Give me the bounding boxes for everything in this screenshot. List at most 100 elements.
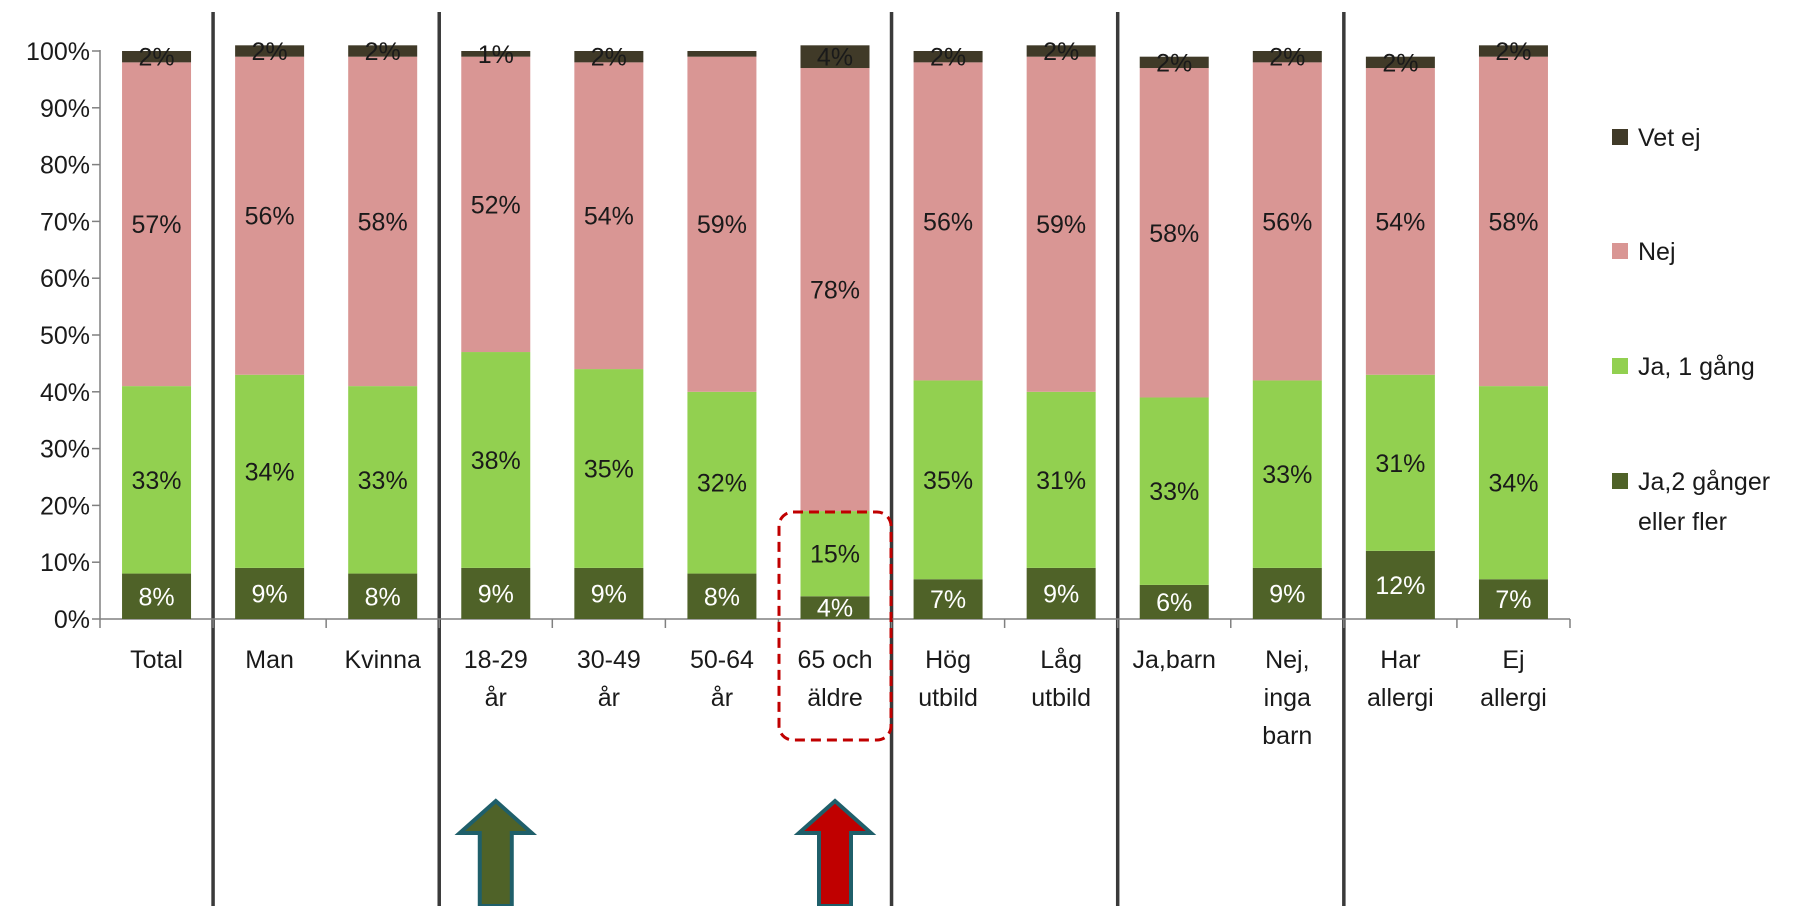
y-tick-label: 10% [40,549,90,577]
bar-ja-1-gång-18-29-år [461,352,531,568]
category-label: allergi [1367,684,1434,712]
data-label: 1% [478,41,514,69]
data-label: 2% [1269,44,1305,72]
bar-ja-2-gånger-eller-fler-hög-utbild [913,579,983,619]
bar-ja-2-gånger-eller-fler-ja-barn [1139,584,1209,619]
category-label: år [598,684,620,712]
bar-ja-2-gånger-eller-fler-30-49-år [574,567,644,619]
legend-swatch [1612,358,1628,374]
bar-vet-ej-ej-allergi [1478,45,1548,57]
category-label: Total [130,646,183,674]
data-label: 9% [252,580,288,608]
bar-ja-1-gång-låg-utbild [1026,391,1096,568]
bar-nej-65-och-äldre [800,68,870,512]
data-label: 8% [138,583,174,611]
data-label: 33% [132,467,182,495]
category-label: inga [1264,684,1311,712]
data-label: 35% [584,455,634,483]
bar-ja-1-gång-50-64-år [687,391,757,574]
bar-vet-ej-låg-utbild [1026,45,1096,57]
group-separators [211,12,1346,906]
bar-nej-man [235,56,305,375]
bar-nej-ja-barn [1139,68,1209,398]
bar-ja-2-gånger-eller-fler-låg-utbild [1026,567,1096,619]
data-label: 31% [1375,450,1425,478]
data-label: 33% [1149,478,1199,506]
data-label: 58% [1149,220,1199,248]
category-label: Man [245,646,294,674]
data-label: 2% [1043,38,1079,66]
category-label: utbild [918,684,978,712]
bar-ja-2-gånger-eller-fler-50-64-år [687,573,757,619]
data-label: 59% [697,211,747,239]
data-label: 58% [1488,208,1538,236]
data-label: 56% [245,203,295,231]
bar-vet-ej-hög-utbild [913,51,983,63]
bar-ja-2-gånger-eller-fler-65-och-äldre [800,596,870,619]
y-tick-label: 100% [26,38,90,66]
data-label: 34% [245,458,295,486]
data-label: 2% [138,44,174,72]
y-tick-label: 60% [40,265,90,293]
legend-swatch [1612,129,1628,145]
category-label: barn [1262,722,1312,750]
bar-vet-ej-65-och-äldre [800,45,870,69]
bar-ja-2-gånger-eller-fler-total [122,573,192,619]
bar-vet-ej-man [235,45,305,57]
data-label: 9% [1269,580,1305,608]
data-label: 57% [132,211,182,239]
category-label: år [711,684,733,712]
data-label: 58% [358,208,408,236]
y-tick-label: 20% [40,492,90,520]
bar-nej-30-49-år [574,62,644,370]
bar-ja-1-gång-man [235,374,305,568]
bar-vet-ej-18-29-år [461,51,531,57]
bar-ja-1-gång-total [122,386,192,574]
bar-nej-kvinna [348,56,418,387]
y-tick-label: 70% [40,208,90,236]
bar-nej-50-64-år [687,56,757,392]
data-label: 33% [1262,461,1312,489]
up-arrow-icon [454,798,538,906]
data-label: 4% [817,44,853,72]
data-label: 2% [930,44,966,72]
data-label: 34% [1488,470,1538,498]
category-label: Nej, [1265,646,1309,674]
bar-vet-ej-30-49-år [574,51,644,63]
bar-ja-2-gånger-eller-fler-man [235,567,305,619]
bar-vet-ej-ja-barn [1139,56,1209,69]
y-tick-label: 90% [40,95,90,123]
category-label: år [485,684,507,712]
y-tick-label: 30% [40,436,90,464]
bars [122,45,1548,619]
bar-ja-1-gång-nej-inga-barn [1252,380,1322,568]
axes: 0% 10% 20% 30% 40% 50% 60% 70% 80% 90% 100% [26,38,1571,634]
data-label: 2% [1495,38,1531,66]
bar-ja-2-gånger-eller-fler-nej-inga-barn [1252,567,1322,619]
data-label: 2% [252,38,288,66]
category-label: Ej [1502,646,1524,674]
y-tick-label: 0% [54,606,90,634]
category-label: 50-64 [690,646,754,674]
y-tick-label: 40% [40,379,90,407]
bar-ja-1-gång-hög-utbild [913,380,983,580]
bar-nej-hög-utbild [913,62,983,381]
bar-ja-1-gång-ja-barn [1139,397,1209,585]
category-label: 65 och [797,646,872,674]
legend-swatch [1612,243,1628,259]
category-label: Ja,barn [1133,646,1216,674]
data-label: 31% [1036,467,1086,495]
data-label: 78% [810,277,860,305]
data-label: 33% [358,467,408,495]
data-label: 7% [930,586,966,614]
data-label: 2% [591,44,627,72]
bar-ja-2-gånger-eller-fler-ej-allergi [1478,579,1548,619]
data-label: 4% [817,595,853,623]
data-label: 35% [923,467,973,495]
bar-ja-1-gång-65-och-äldre [800,511,870,597]
y-tick-label: 80% [40,152,90,180]
bar-ja-1-gång-ej-allergi [1478,386,1548,580]
legend-label: Ja,2 gånger [1638,468,1770,496]
bar-ja-2-gånger-eller-fler-18-29-år [461,567,531,619]
bar-nej-har-allergi [1365,68,1435,375]
